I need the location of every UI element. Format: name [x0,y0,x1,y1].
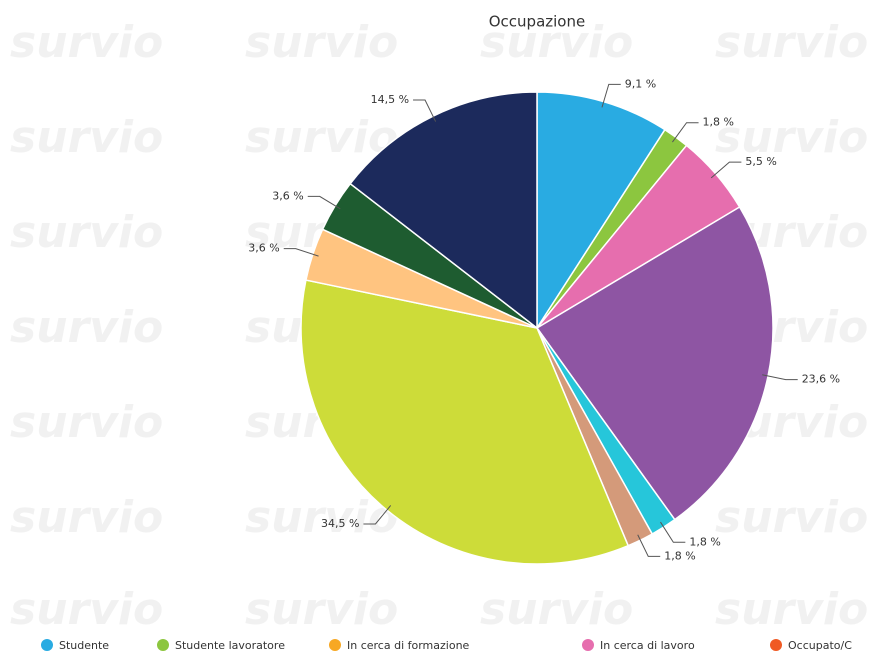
legend-swatch [770,639,782,651]
watermark: survio [10,112,163,163]
chart-title: Occupazione [489,13,585,31]
pie: 9,1 %1,8 %5,5 %23,6 %1,8 %1,8 %34,5 %3,6… [248,77,840,565]
watermark: survio [10,207,163,258]
data-label: 1,8 % [703,116,734,129]
legend-label: Studente lavoratore [175,639,285,652]
legend-swatch [329,639,341,651]
legend-swatch [582,639,594,651]
watermark: survio [10,17,163,68]
leader-line [637,534,661,557]
watermarks: survio survio survio survio survio survio surv… [10,17,868,635]
watermark: survio [480,584,633,635]
watermark: survio [245,584,398,635]
data-label: 34,5 % [321,517,359,530]
legend-swatch [41,639,53,651]
leader-line [762,374,798,381]
legend-label: In cerca di formazione [347,639,470,652]
leader-line [363,505,392,525]
watermark: survio [715,17,868,68]
leader-line [307,195,341,210]
data-label: 1,8 % [664,549,695,562]
watermark: survio [715,112,868,163]
leader-line [601,83,621,108]
watermark: survio [715,492,868,543]
leader-line [660,521,686,543]
watermark: survio [10,302,163,353]
data-label: 5,5 % [745,155,776,168]
watermark: survio [10,397,163,448]
leader-line [413,99,437,122]
leader-line [710,161,742,179]
legend-label: Occupato/C [788,639,852,652]
leader-line [672,122,699,143]
watermark: survio [245,17,398,68]
leader-line [283,248,319,257]
data-label: 1,8 % [689,535,720,548]
watermark: survio [715,584,868,635]
watermark: survio [480,17,633,68]
legend-label: Studente [59,639,109,652]
watermark: survio [10,492,163,543]
data-label: 14,5 % [371,93,409,106]
watermark: survio [245,492,398,543]
data-label: 3,6 % [248,242,279,255]
data-label: 23,6 % [802,373,840,386]
legend-label: In cerca di lavoro [600,639,695,652]
data-label: 3,6 % [272,189,303,202]
watermark: survio [245,112,398,163]
data-label: 9,1 % [625,77,656,90]
legend-swatch [157,639,169,651]
watermark: survio [10,584,163,635]
